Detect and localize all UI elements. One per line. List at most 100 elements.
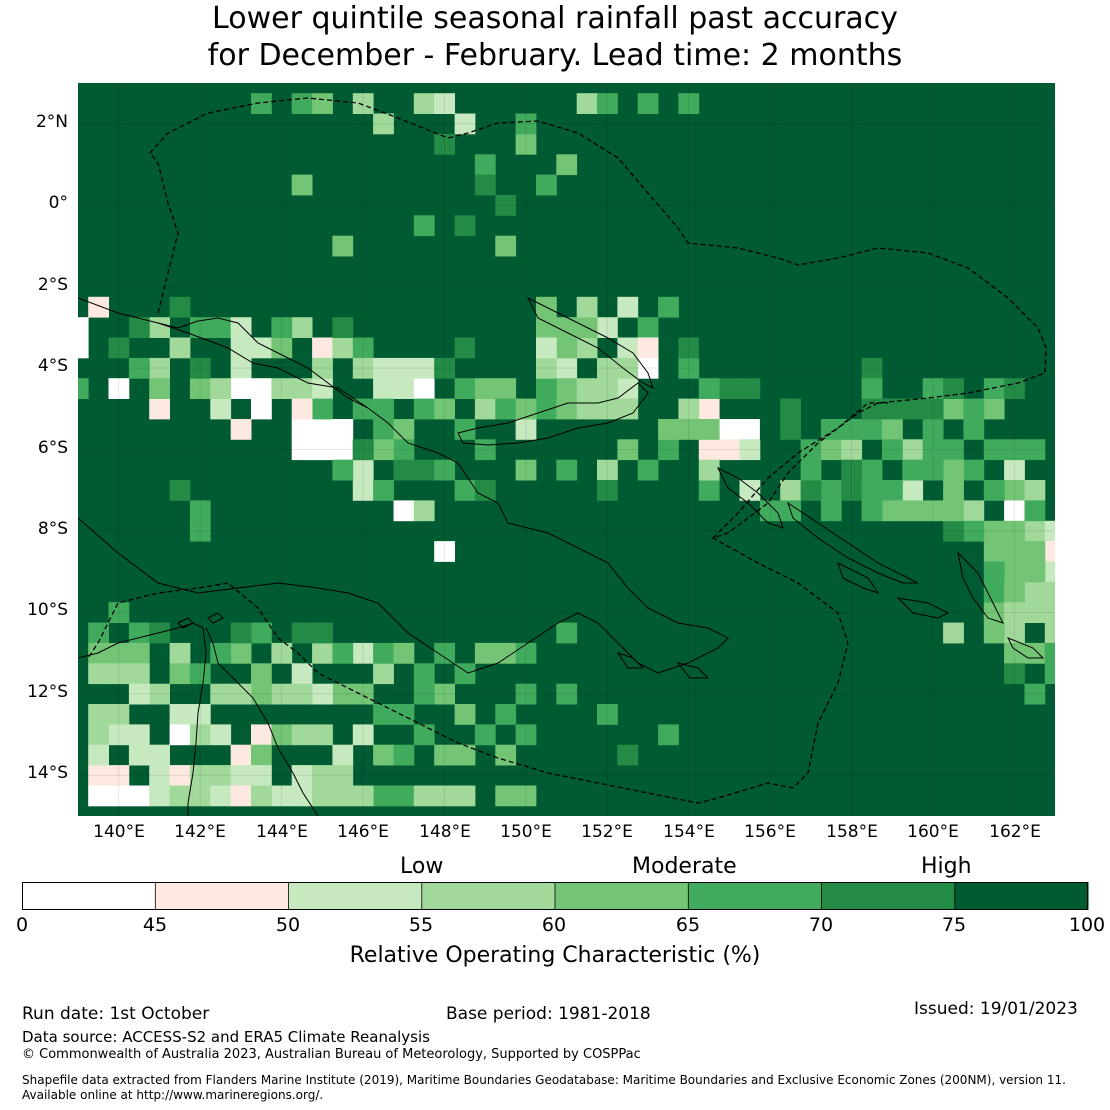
map-cell [820, 439, 842, 461]
map-cell [536, 357, 557, 379]
map-cell [169, 642, 191, 664]
map-cell [536, 174, 557, 196]
lat-label-6s: 6°S [37, 438, 68, 458]
lon-label-152e: 152°E [581, 822, 633, 842]
coastline-north-coast [157, 322, 369, 409]
map-cell [841, 419, 863, 440]
map-cell [474, 174, 496, 196]
map-cell [251, 744, 272, 766]
map-cell [739, 378, 761, 399]
map-cell [393, 357, 415, 379]
map-cell [169, 480, 191, 501]
map-cell [291, 317, 313, 338]
coastline-cape-york [78, 622, 319, 816]
map-cell [922, 378, 944, 399]
map-cell [597, 357, 618, 379]
map-cell [352, 724, 374, 746]
map-cell [413, 398, 435, 420]
map-cell [1024, 439, 1046, 461]
map-cell [169, 296, 191, 318]
map-cell [495, 744, 517, 766]
map-cell [1044, 581, 1055, 603]
map-cell [943, 480, 964, 501]
colorbar-segment [555, 882, 689, 910]
map-cell [658, 296, 679, 318]
map-cell [373, 642, 394, 664]
map-cell [454, 419, 476, 440]
map-cell [169, 337, 191, 359]
issued-date: Issued: 19/01/2023 [914, 999, 1078, 1019]
map-cell [536, 317, 557, 338]
map-cell [536, 337, 557, 359]
map-cell [861, 419, 883, 440]
map-cell [454, 704, 476, 725]
map-cell [271, 785, 293, 807]
colorbar-segment [688, 882, 823, 910]
map-cell [88, 622, 109, 644]
map-cell [149, 357, 170, 379]
map-cell [454, 663, 476, 685]
map-cell [943, 500, 964, 522]
map-cell [678, 419, 700, 440]
map-cell [454, 744, 476, 766]
map-cell [637, 93, 659, 114]
map-cell [800, 459, 822, 481]
map-cell [820, 419, 842, 440]
map-cell [841, 439, 863, 461]
map-cell [983, 602, 1005, 623]
map-cell [495, 704, 517, 725]
map-cell [352, 480, 374, 501]
map-cell [230, 785, 252, 807]
map-cell [495, 337, 517, 359]
map-cell [312, 683, 333, 705]
map-cell [780, 398, 801, 420]
map-cell [983, 581, 1005, 603]
map-cell [943, 622, 964, 644]
map-cell [556, 398, 578, 420]
map-cell [291, 419, 313, 440]
map-cell [780, 480, 801, 501]
map-cell [556, 459, 578, 481]
map-cell [210, 683, 232, 705]
map-cell [698, 378, 720, 399]
map-cell [312, 419, 333, 440]
map-cell [78, 378, 89, 399]
map-cell [251, 663, 272, 685]
map-cell [434, 357, 455, 379]
map-cell [658, 419, 679, 440]
map-cell [189, 357, 211, 379]
map-cell [271, 642, 293, 664]
coastline-makira [1006, 637, 1045, 659]
colorbar-tick-100: 100 [1068, 914, 1106, 936]
map-cell [413, 357, 435, 379]
map-cell [1044, 520, 1055, 542]
map-cell [943, 398, 964, 420]
map-cell [597, 378, 618, 399]
map-cell [1024, 500, 1046, 522]
map-cell [108, 642, 130, 664]
map-cell [474, 724, 496, 746]
map-cell [474, 642, 496, 664]
map-cell [393, 744, 415, 766]
map-cell [413, 683, 435, 705]
map-cell [189, 663, 211, 685]
map-cell [1024, 581, 1046, 603]
map-cell [128, 663, 150, 685]
map-cell [515, 337, 537, 359]
map-cell [434, 133, 455, 155]
map-cell [413, 724, 435, 746]
map-cell [271, 317, 293, 338]
map-cell [291, 93, 313, 114]
lat-label-0: 0° [48, 193, 68, 213]
map-cell [658, 724, 679, 746]
coastline-torres-islands [177, 612, 224, 629]
map-cell [108, 602, 130, 623]
map-cell [637, 317, 659, 338]
map-cell [332, 317, 354, 338]
map-cell [332, 765, 354, 786]
map-cell [495, 235, 517, 257]
map-cell [454, 480, 476, 501]
map-cell [393, 439, 415, 461]
map-cell [373, 398, 394, 420]
map-cell [1004, 520, 1025, 542]
